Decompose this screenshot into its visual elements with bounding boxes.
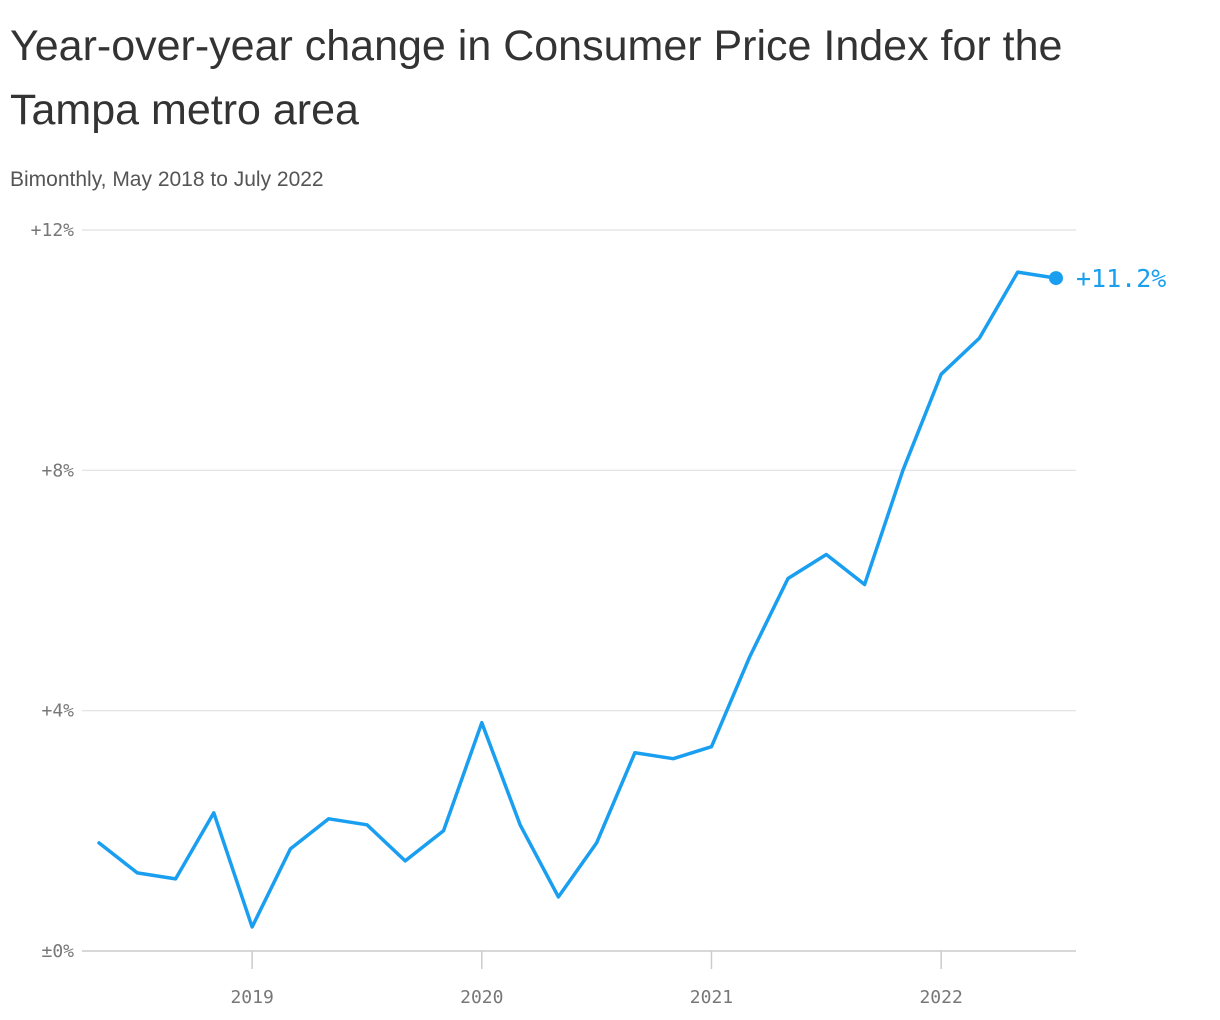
x-axis-ticks: 2019 2020 2021 2022	[230, 951, 963, 1008]
y-tick-label: ±0%	[41, 941, 74, 962]
y-axis-ticks: +12% +8% +4% ±0%	[31, 220, 75, 962]
y-tick-label: +4%	[41, 701, 74, 722]
cpi-series-line	[97, 270, 1058, 929]
gridlines	[82, 229, 1076, 952]
x-tick-label: 2020	[460, 987, 503, 1008]
y-tick-label: +8%	[41, 460, 74, 481]
end-value-label: +11.2%	[1076, 264, 1166, 293]
chart-subtitle: Bimonthly, May 2018 to July 2022	[10, 168, 324, 191]
x-tick-label: 2019	[230, 987, 273, 1008]
y-tick-label: +12%	[31, 220, 75, 241]
x-tick-label: 2021	[690, 987, 733, 1008]
end-point-marker	[1049, 271, 1063, 286]
chart-title: Year-over-year change in Consumer Price …	[10, 22, 1063, 134]
x-tick-label: 2022	[919, 987, 962, 1008]
